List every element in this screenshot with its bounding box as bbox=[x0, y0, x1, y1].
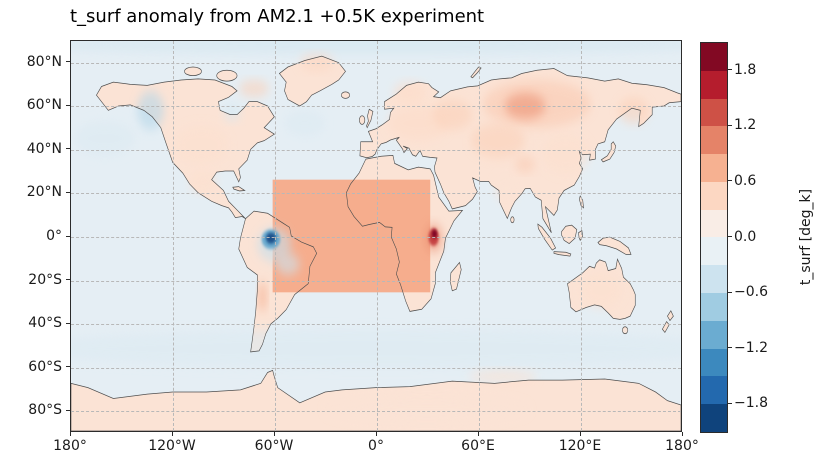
antarctic-indian-coast-warming bbox=[469, 370, 537, 384]
x-tick-label: 120°W bbox=[148, 438, 196, 454]
map-axes bbox=[70, 40, 682, 432]
colorbar-tick-label: −1.8 bbox=[734, 395, 768, 412]
south-brazil-cooling bbox=[276, 253, 300, 275]
colorbar-segment bbox=[701, 126, 727, 155]
colorbar-segment bbox=[701, 98, 727, 127]
colorbar-label: t_surf [deg_k] bbox=[798, 188, 814, 286]
greenland-north-warming bbox=[299, 54, 334, 72]
colorbar-segment bbox=[701, 43, 727, 71]
anomaly-features bbox=[71, 41, 681, 423]
north-atlantic-cooling bbox=[284, 110, 326, 137]
x-tick-label: 60°W bbox=[254, 438, 294, 454]
y-tick-mark bbox=[66, 191, 70, 193]
colorbar-segment bbox=[701, 320, 727, 349]
chart-title: t_surf anomaly from AM2.1 +0.5K experime… bbox=[70, 6, 485, 27]
colorbar-segment bbox=[701, 181, 727, 210]
colorbar-tick-label: −1.2 bbox=[734, 339, 768, 356]
colorbar-segment bbox=[701, 70, 727, 99]
tropical-atlantic-africa-forcing-patch bbox=[272, 179, 431, 293]
y-tick-label: 20°N bbox=[26, 184, 62, 201]
colorbar-tick-mark bbox=[728, 291, 732, 293]
andes-warming-streak bbox=[258, 281, 267, 312]
y-tick-mark bbox=[66, 366, 70, 368]
x-tick-label: 0° bbox=[368, 438, 384, 454]
east-asia-warming bbox=[542, 134, 590, 174]
y-tick-mark bbox=[66, 279, 70, 281]
baffin-island-warming bbox=[238, 80, 270, 98]
antarctic-coast-warming bbox=[325, 396, 529, 423]
australia-interior-warming bbox=[581, 272, 622, 308]
north-pacific-cooling bbox=[74, 121, 136, 156]
y-tick-mark bbox=[66, 61, 70, 63]
colorbar-segment bbox=[701, 348, 727, 377]
colorbar-segment bbox=[701, 376, 727, 405]
colorbar bbox=[700, 42, 728, 433]
x-tick-label: 180° bbox=[53, 438, 87, 454]
x-tick-mark bbox=[375, 432, 377, 436]
us-interior-warming bbox=[174, 125, 229, 165]
colorbar-tick-label: 0.6 bbox=[734, 172, 757, 189]
central-asia-warming bbox=[470, 123, 526, 158]
colorbar-tick-mark bbox=[728, 402, 732, 404]
y-tick-mark bbox=[66, 235, 70, 237]
colorbar-tick-mark bbox=[728, 124, 732, 126]
x-tick-mark bbox=[171, 432, 173, 436]
colorbar-tick-label: 1.8 bbox=[734, 61, 757, 78]
northwest-canada-cooling bbox=[137, 90, 165, 130]
y-tick-mark bbox=[66, 148, 70, 150]
y-tick-label: 0° bbox=[46, 228, 62, 244]
x-tick-mark bbox=[477, 432, 479, 436]
y-tick-mark bbox=[66, 104, 70, 106]
y-tick-label: 80°S bbox=[28, 402, 62, 419]
x-tick-label: 60°E bbox=[461, 438, 495, 454]
colorbar-segment bbox=[701, 404, 727, 432]
hudson-bay-cooling bbox=[223, 103, 241, 122]
colorbar-tick-label: 0.0 bbox=[734, 228, 757, 245]
siberia-warming-core bbox=[504, 93, 546, 119]
y-tick-label: 40°S bbox=[28, 315, 62, 332]
y-tick-mark bbox=[66, 409, 70, 411]
y-tick-label: 20°S bbox=[28, 271, 62, 288]
tibet-warming bbox=[514, 156, 536, 173]
mexico-warming bbox=[189, 171, 217, 193]
y-tick-label: 60°N bbox=[26, 97, 62, 114]
colorbar-tick-mark bbox=[728, 236, 732, 237]
colorbar-tick-mark bbox=[728, 69, 732, 71]
x-tick-mark bbox=[69, 432, 71, 436]
y-tick-label: 80°N bbox=[26, 53, 62, 70]
y-tick-mark bbox=[66, 322, 70, 324]
arctic-ocean-cooling bbox=[71, 41, 681, 54]
colorbar-tick-mark bbox=[728, 180, 732, 182]
x-tick-label: 180° bbox=[665, 438, 699, 454]
colorbar-segment bbox=[701, 265, 727, 294]
southern-ocean-cooling bbox=[71, 329, 681, 369]
y-tick-label: 40°N bbox=[26, 140, 62, 157]
x-tick-label: 120°E bbox=[558, 438, 602, 454]
colorbar-tick-label: 1.2 bbox=[734, 117, 757, 134]
colorbar-tick-mark bbox=[728, 347, 732, 349]
scandinavia-warming bbox=[392, 82, 427, 104]
colorbar-segment bbox=[701, 293, 727, 321]
colorbar-segment bbox=[701, 237, 727, 266]
x-tick-mark bbox=[681, 432, 683, 436]
x-tick-mark bbox=[579, 432, 581, 436]
colorbar-segment bbox=[701, 154, 727, 182]
world-map bbox=[71, 41, 681, 431]
west-russia-warming bbox=[431, 99, 473, 130]
kamchatka-okhotsk-warming bbox=[618, 97, 649, 124]
east-africa-warming-core bbox=[431, 229, 438, 239]
amazon-cooling-core bbox=[265, 232, 277, 244]
colorbar-tick-label: −0.6 bbox=[734, 284, 768, 301]
y-tick-label: 60°S bbox=[28, 358, 62, 375]
colorbar-segment bbox=[701, 209, 727, 238]
india-warming bbox=[494, 175, 519, 202]
x-tick-mark bbox=[273, 432, 275, 436]
